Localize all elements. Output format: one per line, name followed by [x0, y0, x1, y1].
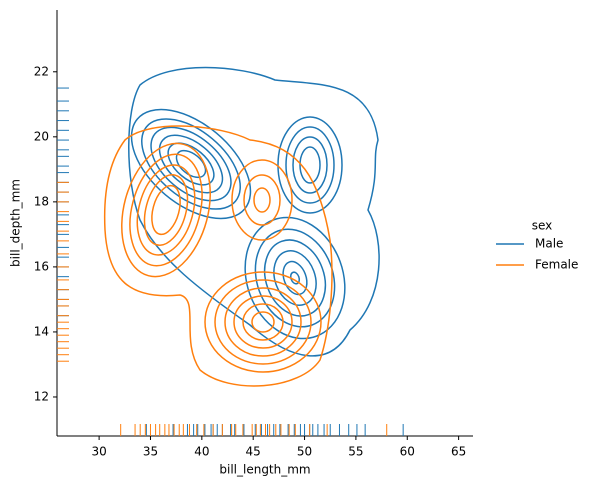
x-tick-label: 45 — [246, 445, 261, 459]
legend-label: Female — [535, 258, 578, 272]
x-tick-label: 55 — [348, 445, 363, 459]
x-axis-label: bill_length_mm — [219, 463, 310, 477]
y-tick-label: 14 — [34, 324, 49, 338]
legend-label: Male — [535, 237, 563, 251]
y-axis-label: bill_depth_mm — [9, 179, 23, 267]
y-tick-label: 12 — [34, 389, 49, 403]
x-tick-label: 50 — [297, 445, 312, 459]
y-tick-label: 18 — [34, 194, 49, 208]
x-tick-label: 65 — [451, 445, 466, 459]
legend-title: sex — [532, 219, 553, 233]
female-density — [103, 125, 333, 387]
y-tick-label: 16 — [34, 259, 49, 273]
y-tick-label: 22 — [34, 64, 49, 78]
x-tick-label: 35 — [143, 445, 158, 459]
x-tick-label: 40 — [194, 445, 209, 459]
x-tick-label: 60 — [400, 445, 415, 459]
male-density — [128, 66, 380, 357]
x-tick-label: 30 — [91, 445, 106, 459]
y-tick-label: 20 — [34, 129, 49, 143]
